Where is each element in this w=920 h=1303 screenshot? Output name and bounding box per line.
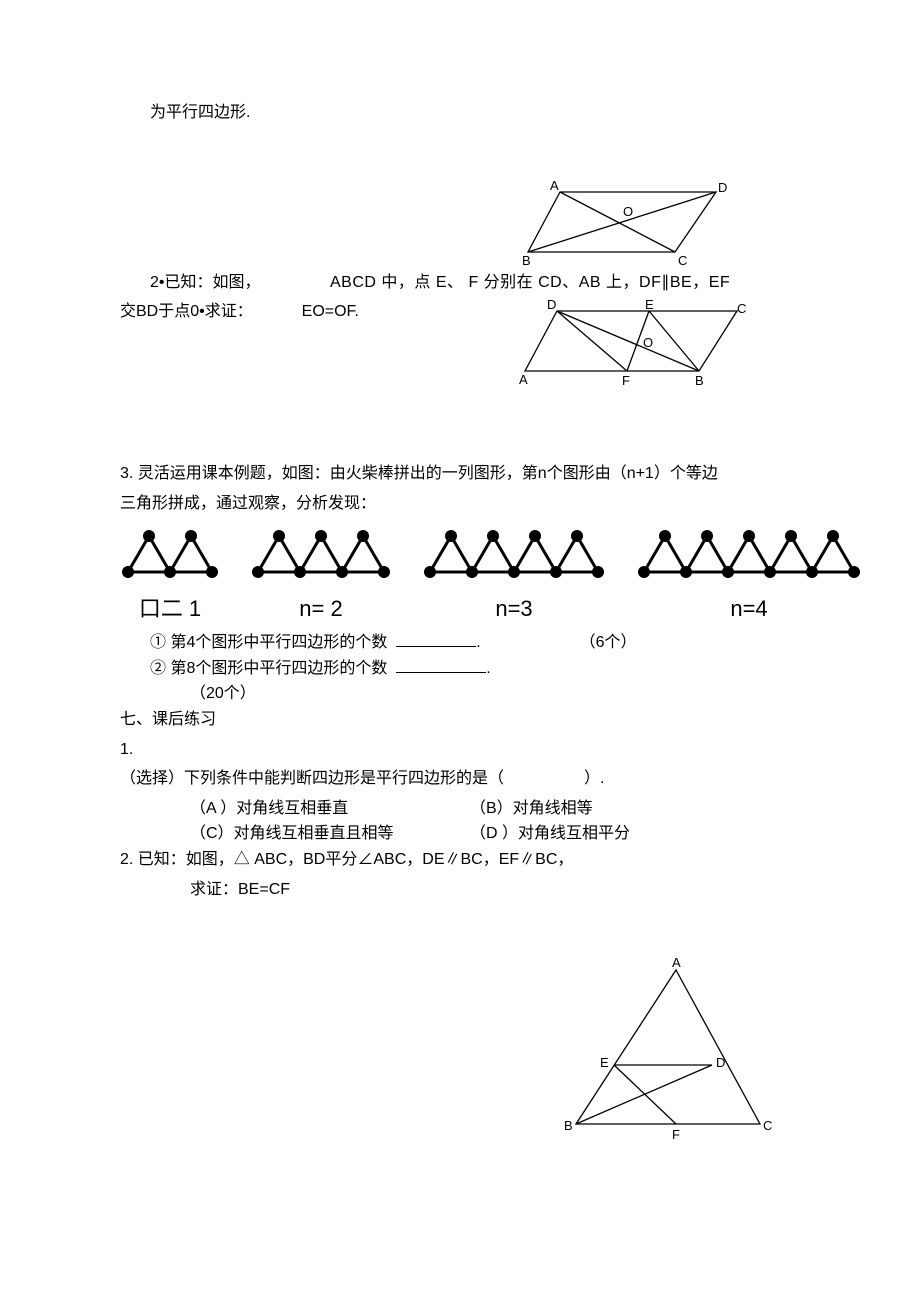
section-7-title: 七、课后练习 bbox=[120, 707, 800, 733]
match-3: n=3 bbox=[422, 526, 606, 626]
match-2: n= 2 bbox=[250, 526, 392, 626]
subq-1-answer: （6个） bbox=[580, 634, 637, 651]
fig2-label-D: D bbox=[547, 299, 556, 312]
subq-2-answer: （20个） bbox=[120, 681, 800, 707]
fig2-label-O: O bbox=[643, 335, 653, 350]
top-line: 为平行四边形. bbox=[120, 100, 800, 126]
problem-3-line1: 3. 灵活运用课本例题，如图：由火柴棒拼出的一列图形，第n个图形由（n+1）个等… bbox=[120, 461, 800, 487]
blank-2 bbox=[396, 656, 486, 673]
hw2-line1: 2. 已知：如图，△ ABC，BD平分∠ABC，DE∥BC，EF∥BC， bbox=[120, 847, 800, 873]
problem-2-line2-right: EO=OF. bbox=[302, 303, 359, 320]
blank-1 bbox=[396, 630, 476, 647]
match-3-caption: n=3 bbox=[422, 591, 606, 626]
matches-row: 口二 1 n= 2 bbox=[120, 526, 800, 626]
fig3-label-B: B bbox=[564, 1118, 573, 1133]
parallelogram-abcd: A D C B O bbox=[520, 180, 730, 270]
match-1-caption: 口二 1 bbox=[120, 591, 220, 626]
hw1-opt-c: （C）对角线互相垂直且相等 bbox=[190, 821, 470, 847]
match-1: 口二 1 bbox=[120, 526, 220, 626]
problem-3-line2: 三角形拼成，通过观察，分析发现： bbox=[120, 491, 800, 517]
fig2-label-C: C bbox=[737, 301, 746, 316]
fig2-label-E: E bbox=[645, 299, 654, 312]
figure-1-container: A D C B O bbox=[520, 180, 800, 270]
figure-3-container: A B C E D F bbox=[560, 956, 800, 1146]
hw1-stem: （选择）下列条件中能判断四边形是平行四边形的是（ ）. bbox=[120, 766, 800, 792]
label-C: C bbox=[678, 253, 687, 268]
fig3-label-C: C bbox=[763, 1118, 772, 1133]
subq-2: ② 第8个图形中平行四边形的个数 . bbox=[120, 656, 800, 682]
fig2-label-F: F bbox=[622, 373, 630, 388]
label-D: D bbox=[718, 180, 727, 195]
fig3-label-F: F bbox=[672, 1127, 680, 1142]
match-4-caption: n=4 bbox=[636, 591, 862, 626]
hw2-line2: 求证：BE=CF bbox=[120, 877, 800, 903]
label-B: B bbox=[522, 253, 531, 268]
fig2-label-A: A bbox=[519, 372, 528, 387]
problem-2-prefix: 2•已知：如图， bbox=[120, 270, 330, 296]
label-A: A bbox=[550, 180, 559, 193]
triangle-abc: A B C E D F bbox=[560, 956, 780, 1146]
fig3-label-E: E bbox=[600, 1055, 609, 1070]
problem-2-line1: 2•已知：如图， ABCD 中，点 E、 F 分别在 CD、AB 上，DF∥BE… bbox=[120, 270, 800, 296]
label-O: O bbox=[623, 204, 633, 219]
fig2-label-B: B bbox=[695, 373, 704, 388]
problem-2-line2-left: 交BD于点0•求证： bbox=[120, 303, 253, 320]
match-2-caption: n= 2 bbox=[250, 591, 392, 626]
match-4: n=4 bbox=[636, 526, 862, 626]
fig3-label-A: A bbox=[672, 956, 681, 970]
subq-2-text: ② 第8个图形中平行四边形的个数 bbox=[150, 660, 387, 677]
hw1-opt-d: （D ）对角线互相平分 bbox=[470, 821, 630, 847]
subq-1: ① 第4个图形中平行四边形的个数 . （6个） bbox=[120, 630, 800, 656]
parallelogram-defo: D E C A F B O bbox=[519, 299, 749, 389]
hw1-num: 1. bbox=[120, 737, 800, 763]
hw1-opt-a: （A ）对角线互相垂直 bbox=[190, 796, 470, 822]
subq-1-text: ① 第4个图形中平行四边形的个数 bbox=[150, 634, 387, 651]
fig3-label-D: D bbox=[716, 1055, 725, 1070]
problem-2-mid: ABCD 中，点 E、 F 分别在 CD、AB 上，DF∥BE，EF bbox=[330, 270, 730, 296]
hw1-opt-b: （B）对角线相等 bbox=[470, 796, 593, 822]
